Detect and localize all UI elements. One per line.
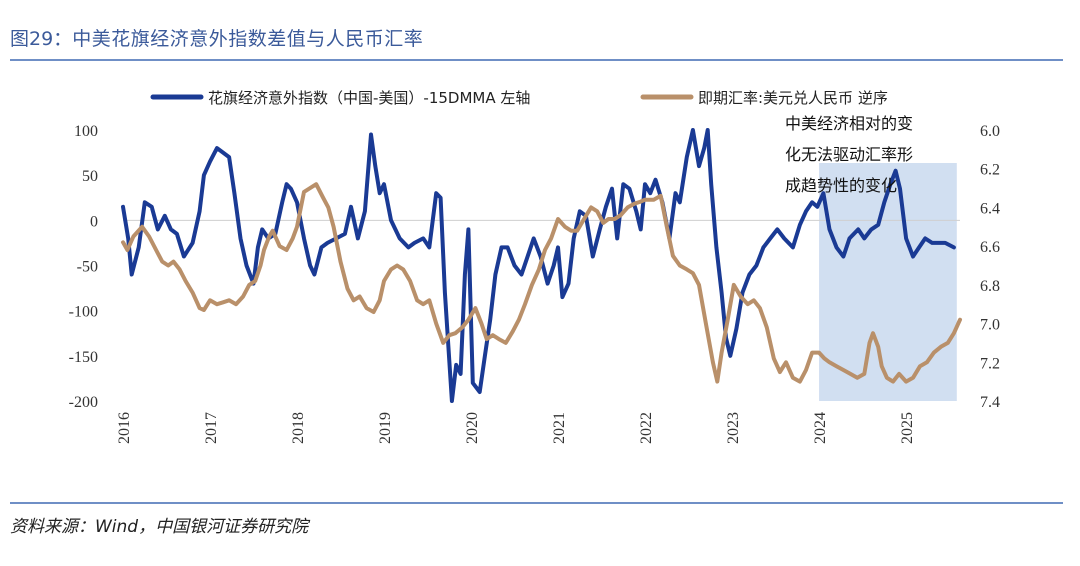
chart-annotation: 中美经济相对的变化无法驱动汇率形成趋势性的变化 [785, 114, 914, 195]
left-tick-label: 0 [90, 213, 98, 230]
x-tick-label: 2025 [899, 412, 916, 444]
x-tick-label: 2024 [812, 412, 829, 444]
right-tick-label: 6.2 [980, 162, 1000, 179]
left-tick-label: -200 [69, 394, 98, 411]
x-tick-label: 2023 [725, 412, 742, 444]
x-tick-label: 2021 [551, 412, 568, 444]
left-tick-label: -150 [69, 349, 98, 366]
figure-number: 图29： [10, 28, 73, 50]
series-line-usdcny [121, 182, 962, 384]
left-tick-label: 100 [74, 123, 98, 140]
x-tick-label: 2018 [290, 412, 307, 444]
left-tick-label: -50 [77, 259, 98, 276]
source-note: 资料来源：Wind，中国银河证券研究院 [10, 517, 309, 537]
right-tick-label: 7.0 [980, 317, 1000, 334]
right-tick-label: 7.2 [980, 355, 1000, 372]
legend-label: 花旗经济意外指数（中国-美国）-15DMMA 左轴 [208, 89, 530, 107]
right-tick-label: 6.4 [980, 200, 1000, 217]
highlight-region [819, 163, 957, 401]
right-tick-label: 6.6 [980, 239, 1000, 256]
x-tick-label: 2017 [203, 412, 220, 444]
x-tick-label: 2019 [377, 412, 394, 444]
bottom-rule [10, 502, 1063, 504]
left-tick-label: 50 [82, 168, 98, 185]
right-tick-label: 6.0 [980, 123, 1000, 140]
right-tick-label: 7.4 [980, 394, 1000, 411]
top-rule [10, 59, 1063, 61]
legend: 花旗经济意外指数（中国-美国）-15DMMA 左轴 即期汇率:美元兑人民币 逆序 [150, 89, 888, 107]
legend-label: 即期汇率:美元兑人民币 逆序 [698, 89, 888, 107]
x-tick-label: 2022 [638, 412, 655, 444]
chart-svg: 100 50 0 -50 -100 -150 -200 6.0 6.2 6.4 6.6 6.8 7.0 7… [69, 89, 1000, 444]
right-tick-label: 6.8 [980, 278, 1000, 295]
x-tick-label: 2020 [464, 412, 481, 444]
x-tick-label: 2016 [116, 412, 133, 444]
figure-title-text: 中美花旗经济意外指数差值与人民币汇率 [72, 28, 424, 50]
figure-title: 图29：中美花旗经济意外指数差值与人民币汇率 [10, 24, 423, 51]
series-line-surprise-index [121, 128, 956, 403]
series-layer [121, 128, 962, 403]
axes-layer: 100 50 0 -50 -100 -150 -200 6.0 6.2 6.4 6.6 6.8 7.0 7… [69, 123, 1000, 444]
highlight-layer [819, 163, 957, 401]
left-tick-label: -100 [69, 304, 98, 321]
